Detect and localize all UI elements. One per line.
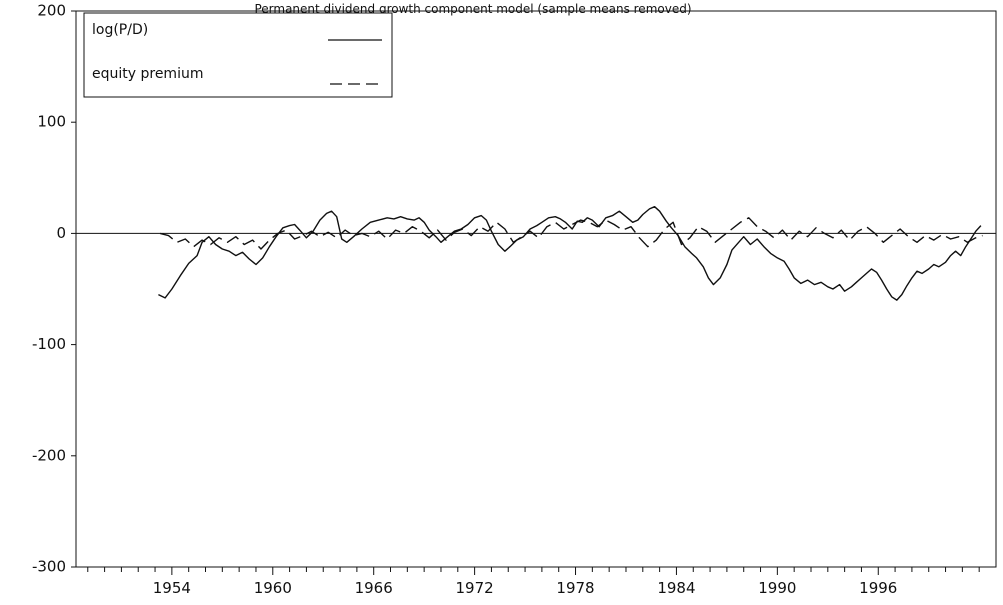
- y-tick-label: -200: [32, 446, 66, 464]
- series-line-log-pd: [158, 206, 982, 301]
- y-tick-label: 200: [37, 2, 66, 20]
- y-tick-label: -100: [32, 335, 66, 353]
- legend-label-log-pd: log(P/D): [92, 22, 148, 38]
- y-tick-label: 100: [37, 113, 66, 131]
- x-tick-label: 1984: [657, 579, 695, 597]
- series-line-equity-premium: [159, 217, 983, 250]
- legend-label-equity-premium: equity premium: [92, 66, 203, 82]
- chart-title: Permanent dividend growth component mode…: [254, 2, 691, 16]
- plot-frame: [75, 10, 997, 568]
- legend-box: [83, 12, 393, 98]
- y-axis: 200 100 0 -100 -200 -300: [32, 2, 76, 576]
- x-axis: 1954 1960 1966 1972 1978 1984 1990 1996: [87, 567, 980, 597]
- legend: log(P/D) equity premium: [83, 12, 393, 98]
- y-tick-label: -300: [32, 558, 66, 576]
- x-tick-label: 1966: [355, 579, 393, 597]
- x-tick-label: 1960: [254, 579, 292, 597]
- x-tick-label: 1954: [153, 579, 191, 597]
- y-tick-label: 0: [56, 224, 66, 242]
- x-tick-label: 1990: [758, 579, 796, 597]
- x-tick-label: 1972: [456, 579, 494, 597]
- x-tick-label: 1978: [556, 579, 594, 597]
- series-layer: [158, 206, 983, 301]
- x-tick-label: 1996: [859, 579, 897, 597]
